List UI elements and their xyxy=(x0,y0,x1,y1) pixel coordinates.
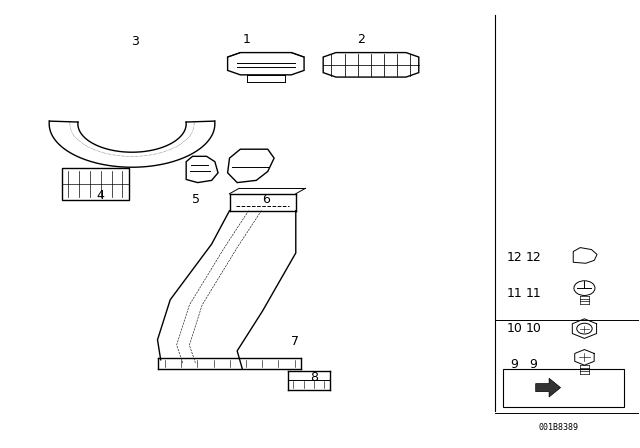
Text: 10: 10 xyxy=(506,322,522,335)
Text: 9: 9 xyxy=(529,358,538,371)
Text: 12: 12 xyxy=(506,251,522,264)
Text: 10: 10 xyxy=(525,322,541,335)
Text: 8: 8 xyxy=(310,371,317,384)
Text: 12: 12 xyxy=(525,251,541,264)
Text: 11: 11 xyxy=(506,287,522,300)
Text: 9: 9 xyxy=(511,358,518,371)
Bar xyxy=(62,168,129,199)
Text: 001B8389: 001B8389 xyxy=(539,423,579,432)
Text: 5: 5 xyxy=(192,193,200,206)
Polygon shape xyxy=(536,378,561,397)
Text: 3: 3 xyxy=(131,35,139,48)
Text: 7: 7 xyxy=(291,336,298,349)
Bar xyxy=(503,369,624,406)
Text: 11: 11 xyxy=(525,287,541,300)
Text: 6: 6 xyxy=(262,193,270,206)
Text: 4: 4 xyxy=(96,189,104,202)
Text: 1: 1 xyxy=(243,33,251,46)
Text: 2: 2 xyxy=(358,33,365,46)
